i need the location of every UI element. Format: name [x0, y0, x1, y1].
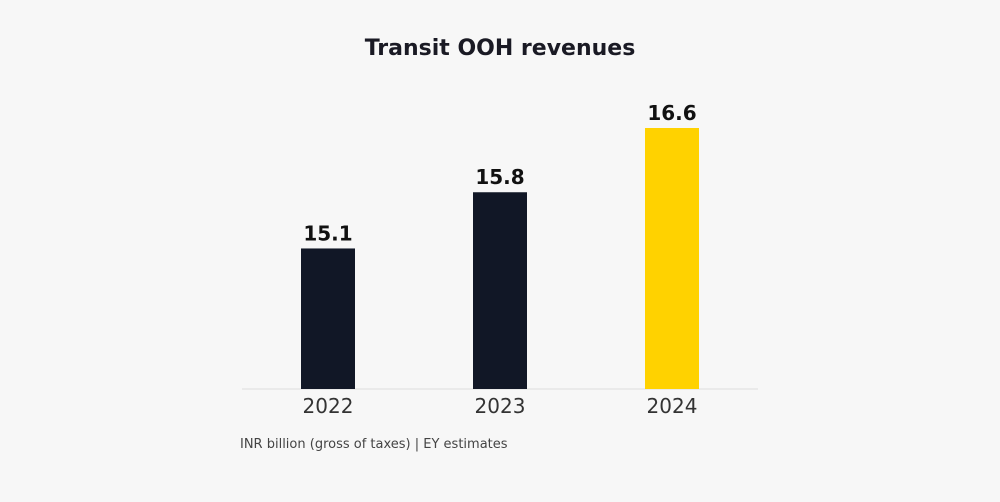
value-label-2022: 15.1	[303, 221, 352, 245]
bar-2022	[301, 248, 355, 389]
chart-title: Transit OOH revenues	[365, 36, 636, 61]
value-label-2024: 16.6	[647, 101, 696, 125]
bar-2023	[473, 192, 527, 389]
x-tick-label-2022: 2022	[303, 394, 354, 418]
tick-labels-group: 2022 2023 2024	[303, 394, 698, 418]
x-tick-label-2024: 2024	[647, 394, 698, 418]
bar-2024	[645, 128, 699, 389]
bars-group	[301, 128, 699, 389]
value-labels-group: 15.1 15.8 16.6	[303, 101, 696, 245]
footnote: INR billion (gross of taxes) | EY estima…	[240, 437, 508, 452]
value-label-2023: 15.8	[475, 165, 524, 189]
x-tick-label-2023: 2023	[475, 394, 526, 418]
